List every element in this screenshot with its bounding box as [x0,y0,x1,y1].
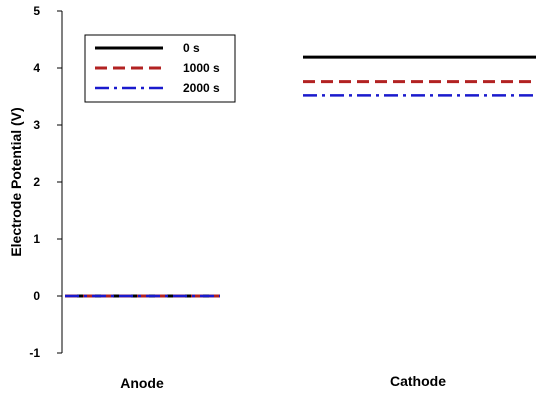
y-tick-label: 5 [33,4,40,18]
y-ticks: -1 0 1 2 3 4 5 [29,4,62,360]
y-tick-label: 4 [33,61,40,75]
category-label-anode: Anode [120,375,164,391]
y-tick-label: -1 [29,346,40,360]
legend-label: 2000 s [183,81,220,95]
y-tick-label: 0 [33,289,40,303]
legend-label: 1000 s [183,61,220,75]
y-tick-label: 1 [33,232,40,246]
legend: 0 s 1000 s 2000 s [84,34,236,103]
legend-label: 0 s [183,41,200,55]
y-tick-label: 3 [33,118,40,132]
y-axis-label: Electrode Potential (V) [8,107,24,256]
series-1000-s [65,80,536,298]
series-layer [65,55,536,298]
x-category-labels: Anode Cathode [120,373,446,391]
y-tick-label: 2 [33,175,40,189]
series-2000-s [65,94,536,298]
category-label-cathode: Cathode [390,373,446,389]
